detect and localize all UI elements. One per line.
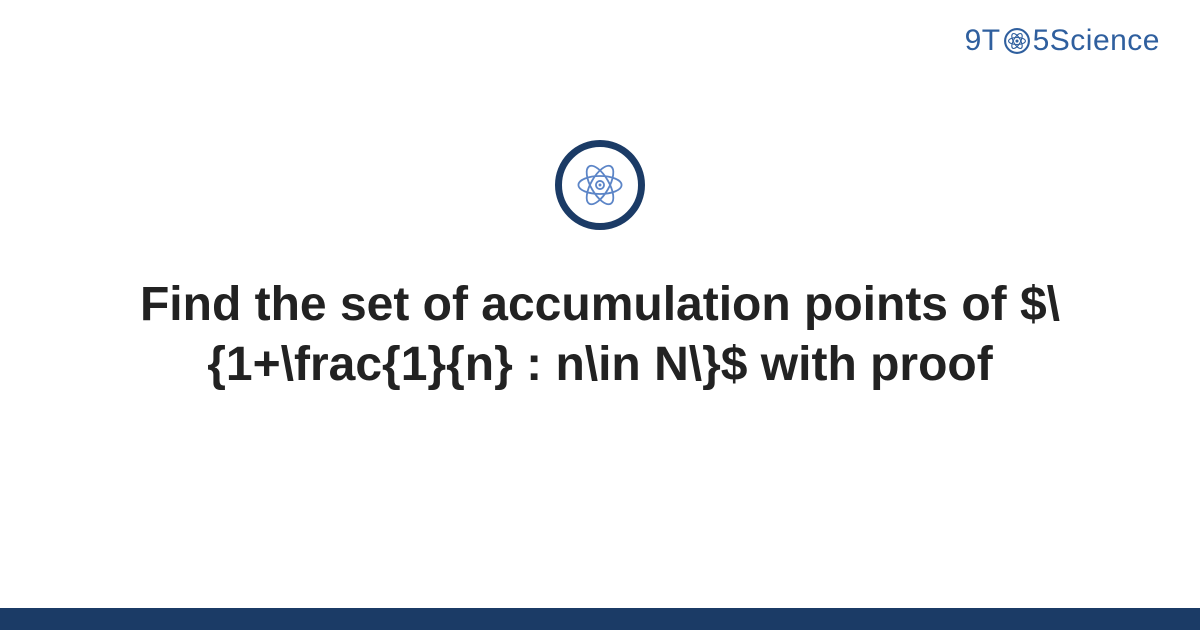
brand-text-left: 9T (965, 24, 1001, 58)
hero-atom-badge (555, 140, 645, 230)
footer-bar (0, 608, 1200, 630)
atom-icon (573, 158, 627, 212)
brand-logo: 9T 5Science (965, 24, 1160, 58)
page-title: Find the set of accumulation points of $… (80, 275, 1120, 395)
atom-icon (1003, 27, 1031, 55)
brand-text-right: 5Science (1033, 24, 1160, 58)
